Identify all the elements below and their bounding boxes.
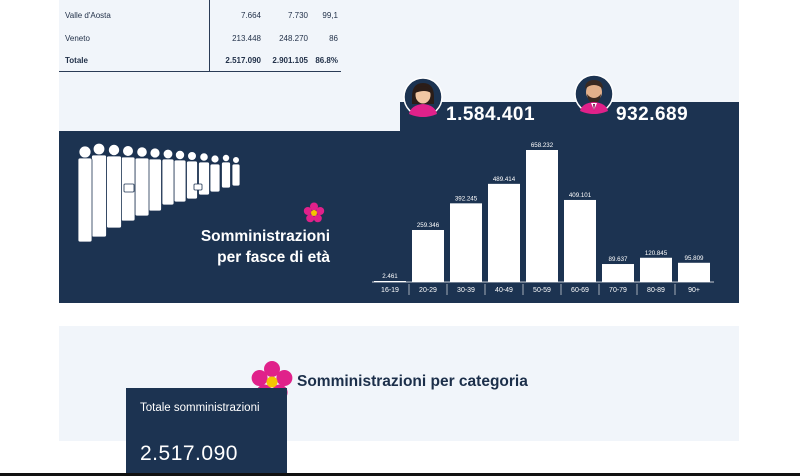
doses-administered: 213.448	[232, 34, 261, 43]
doses-delivered: 7.730	[287, 11, 308, 20]
category-section-title: Somministrazioni per categoria	[297, 373, 528, 390]
age-bar-value-label: 409.101	[569, 192, 592, 199]
total-label: Totale	[65, 56, 88, 65]
total-administrations-card: Totale somministrazioni 2.517.090	[126, 388, 287, 476]
age-bar-value-label: 95.809	[685, 255, 704, 262]
flower-icon	[303, 202, 325, 224]
male-doses-value: 932.689	[616, 104, 689, 125]
age-bar-90+	[678, 262, 710, 282]
table-row: Valle d'Aosta 7.664 7.730 99,1	[59, 11, 341, 33]
age-bar-value-label: 658.232	[531, 142, 554, 149]
age-bar-80-89	[640, 257, 672, 282]
age-bar-value-label: 120.845	[645, 250, 668, 257]
total-delivered: 2.901.105	[272, 56, 308, 65]
age-bar-value-label: 89.637	[609, 256, 628, 263]
age-category-label: 70-79	[609, 287, 627, 294]
age-category-label: 90+	[688, 287, 700, 294]
age-bar-70-79	[602, 264, 634, 282]
age-category-label: 30-39	[457, 287, 475, 294]
total-administrations-value: 2.517.090	[140, 442, 238, 465]
table-row: Veneto 213.448 248.270 86	[59, 34, 341, 56]
total-administered: 2.517.090	[225, 56, 261, 65]
age-category-label: 40-49	[495, 287, 513, 294]
age-bar-value-label: 392.245	[455, 195, 478, 202]
age-category-label: 60-69	[571, 287, 589, 294]
table-total-row: Totale 2.517.090 2.901.105 86.8%	[59, 56, 341, 78]
table-bottom-border	[59, 71, 341, 72]
table-divider	[209, 0, 210, 72]
man-avatar-icon	[574, 74, 614, 114]
queue-of-people-illustration	[76, 140, 246, 245]
total-administrations-label: Totale somministrazioni	[140, 402, 260, 414]
age-bar-value-label: 489.414	[493, 176, 516, 183]
age-section-title: Somministrazioni per fasce di età	[180, 226, 330, 268]
age-bar-value-label: 2.461	[382, 273, 398, 280]
doses-administered: 7.664	[240, 11, 261, 20]
age-category-label: 50-59	[533, 287, 551, 294]
age-category-label: 80-89	[647, 287, 665, 294]
age-bar-value-label: 259.346	[417, 222, 440, 229]
age-bar-16-19	[374, 281, 406, 282]
regions-table: Valle d'Aosta 7.664 7.730 99,1 Veneto 21…	[59, 0, 341, 72]
age-bar-chart: 2.461 16-19 259.346 20-29 392.245 30-39 489.41…	[370, 136, 730, 298]
female-doses-value: 1.584.401	[446, 104, 536, 125]
woman-avatar-icon	[403, 77, 443, 117]
percentage: 99,1	[322, 11, 338, 20]
region-name: Veneto	[65, 34, 90, 43]
age-category-label: 20-29	[419, 287, 437, 294]
age-bar-30-39	[450, 203, 482, 282]
age-bar-50-59	[526, 150, 558, 282]
age-bar-40-49	[488, 183, 520, 282]
age-title-line-2: per fasce di età	[217, 249, 330, 266]
age-bar-60-69	[564, 199, 596, 282]
region-name: Valle d'Aosta	[65, 11, 111, 20]
total-percentage: 86.8%	[315, 56, 338, 65]
percentage: 86	[329, 34, 338, 43]
doses-delivered: 248.270	[279, 34, 308, 43]
age-bar-20-29	[412, 229, 444, 282]
age-title-line-1: Somministrazioni	[200, 228, 330, 245]
bottom-edge	[0, 473, 800, 476]
gender-stats-tab	[400, 102, 739, 132]
age-category-label: 16-19	[381, 287, 399, 294]
